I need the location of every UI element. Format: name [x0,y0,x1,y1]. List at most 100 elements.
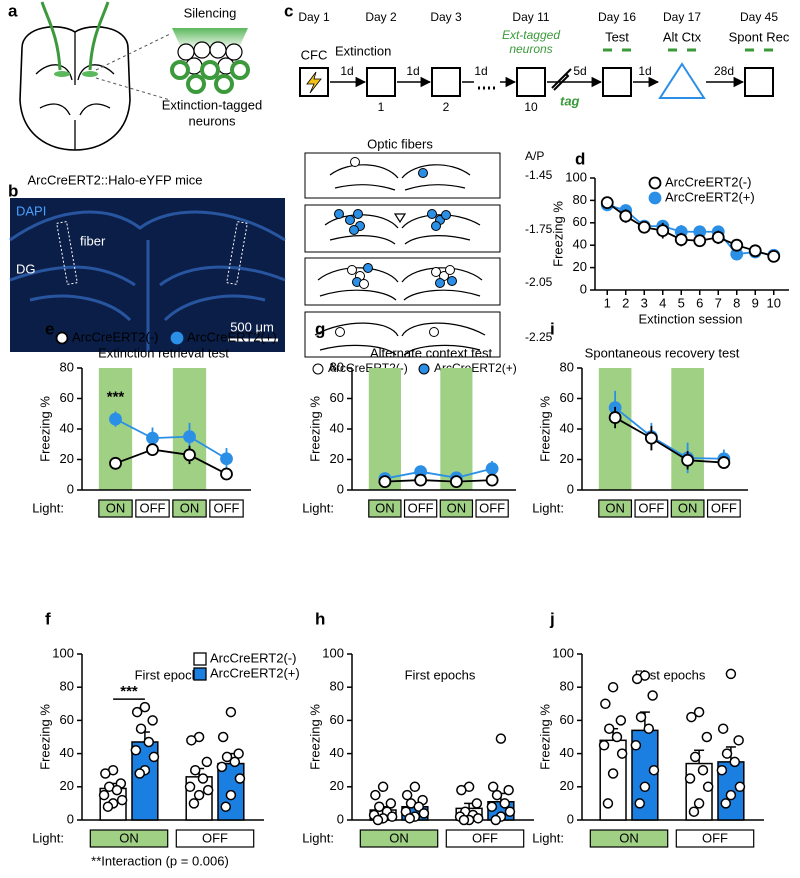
y-tick-label: 20 [560,451,574,466]
marker [693,234,707,248]
series-line [384,467,493,480]
ap-label: A/P [525,149,544,163]
x-tick-label: 2 [622,295,629,310]
data-point [184,781,196,793]
zoom-lines [95,33,171,101]
legend-marker [170,331,184,345]
light-box [670,499,705,518]
x-tick-label: OFF [408,500,434,515]
y-axis-label: Freezing % [537,396,552,462]
data-point [603,723,615,734]
x-axis-label: Light: [532,830,564,845]
data-point [686,711,697,723]
y-tick-label: 60 [330,712,344,727]
annotation: *** [107,388,125,405]
marker [674,233,688,247]
data-point [130,745,142,756]
y-tick-label: 60 [60,390,74,405]
data-point [221,751,233,763]
x-axis-label: Light: [302,830,334,845]
light-box [403,499,438,518]
x-tick-label: 3 [641,295,648,310]
y-tick-label: 40 [560,745,574,760]
data-point [607,681,619,693]
legend-marker [193,652,207,666]
x-tick-label: ON [678,500,698,515]
day-label: Day 1 [298,10,330,24]
light-box [209,499,244,518]
day-label: Day 3 [430,10,462,24]
x-tick-label: ON [619,830,639,845]
marker [146,443,159,456]
y-tick-label: 60 [560,390,574,405]
light-box [175,829,255,848]
data-point [720,798,731,809]
y-tick-label: 20 [330,451,344,466]
day-label: Day 16 [598,10,636,24]
data-point [377,781,389,793]
y-axis-label: Freezing % [37,704,52,770]
data-point [615,715,627,726]
ext-tagged-label: neurons [509,42,552,56]
data-point [98,789,110,801]
stage-label: Test [605,29,629,44]
x-tick-label: ON [375,500,395,515]
series-line [384,479,493,483]
tissue [9,210,286,352]
tag-label: tag [560,93,580,108]
legend-marker [55,331,69,345]
light-box [598,499,633,518]
note: **Interaction (p = 0.006) [91,853,229,868]
x-tick-label: ON [389,830,409,845]
data-point [217,731,229,743]
light-box [589,829,669,848]
x-tick-label: OFF [638,500,664,515]
series-line [115,448,227,475]
legend-label: ArcCreERT2(-) [72,329,158,344]
marker [619,209,633,223]
data-point [717,723,729,734]
x-tick-label: 9 [752,295,759,310]
y-tick-label: 60 [560,712,574,727]
y-tick-label: 0 [337,811,344,826]
data-point [639,781,651,793]
data-point [216,761,228,773]
marker [600,196,614,210]
panel-b: b DAPI fiber DG 500 μm [8,181,286,352]
y-tick-label: 80 [560,679,574,694]
x-tick-label: 1 [604,295,611,310]
x-tick-label: ON [605,500,625,515]
x-axis-label: Light: [532,500,564,515]
data-point [600,698,611,710]
stain-label: DAPI [16,203,46,218]
data-point [147,715,158,726]
light-band [368,368,401,490]
data-point [495,733,507,744]
brain-outline [19,26,131,151]
data-point [373,801,385,812]
marker [220,452,233,466]
y-tick-label: 60 [573,214,587,229]
marker [717,456,731,469]
x-tick-label: 7 [715,295,722,310]
y-tick-label: 100 [322,645,344,660]
marker [414,473,428,487]
light-box [359,829,439,848]
y-tick-label: 100 [52,645,74,660]
y-axis-label: Freezing % [307,396,322,462]
data-point [598,740,610,751]
light-box [706,499,741,518]
y-tick-label: 20 [60,451,74,466]
series-line [614,406,724,460]
y-tick-label: 80 [573,192,587,207]
light-cone [172,28,248,50]
tagged-label: Extinction-tagged [162,97,262,112]
interval-label: 28d [714,64,734,78]
marker [656,224,670,238]
y-tick-label: 40 [573,237,587,252]
data-point [220,801,231,812]
marker [109,456,122,470]
data-point [372,814,384,826]
panel-label: e [45,319,54,338]
tagged-label: neurons [189,113,236,128]
